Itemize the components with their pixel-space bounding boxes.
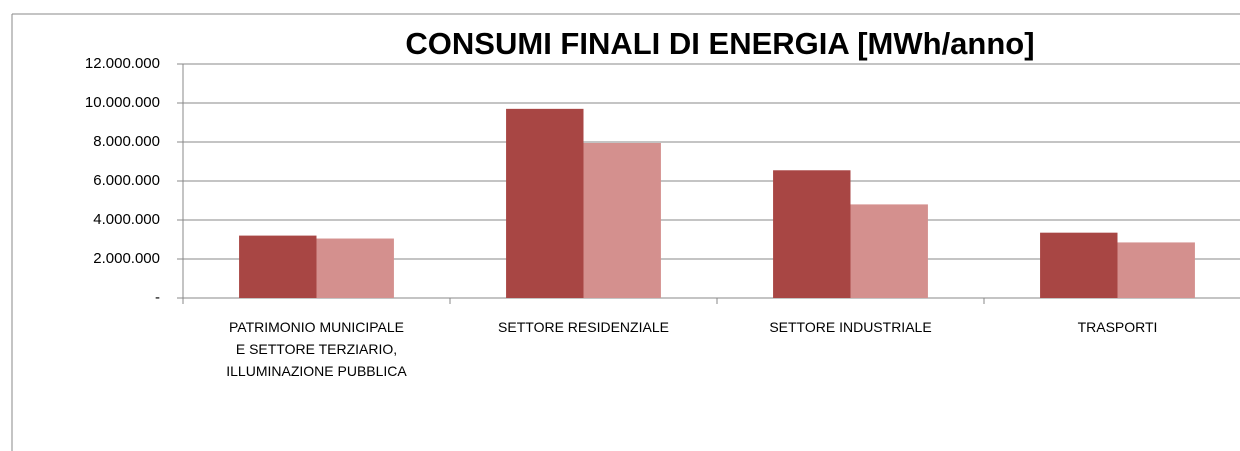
x-tick-label: SETTORE RESIDENZIALE [498, 319, 669, 335]
y-tick-label: 10.000.000 [85, 94, 160, 111]
y-tick-label: 12.000.000 [85, 55, 160, 72]
x-tick-label: PATRIMONIO MUNICIPALE E SETTORE TERZIARI… [226, 319, 407, 379]
bar [773, 170, 851, 298]
y-tick-label: 2.000.000 [93, 250, 160, 267]
bar [850, 204, 928, 298]
bar [1117, 242, 1195, 298]
y-tick-label: 4.000.000 [93, 211, 160, 228]
chart-title: CONSUMI FINALI DI ENERGIA [MWh/anno] [405, 26, 1034, 61]
x-tick-label: SETTORE INDUSTRIALE [769, 319, 932, 335]
y-tick-label: - [155, 289, 160, 306]
bar [583, 142, 661, 298]
bar [239, 235, 317, 298]
y-tick-label: 6.000.000 [93, 172, 160, 189]
bar [316, 238, 394, 298]
y-tick-label: 8.000.000 [93, 133, 160, 150]
bar [1040, 232, 1118, 298]
x-tick-label: TRASPORTI [1077, 319, 1158, 335]
bar [506, 108, 584, 298]
